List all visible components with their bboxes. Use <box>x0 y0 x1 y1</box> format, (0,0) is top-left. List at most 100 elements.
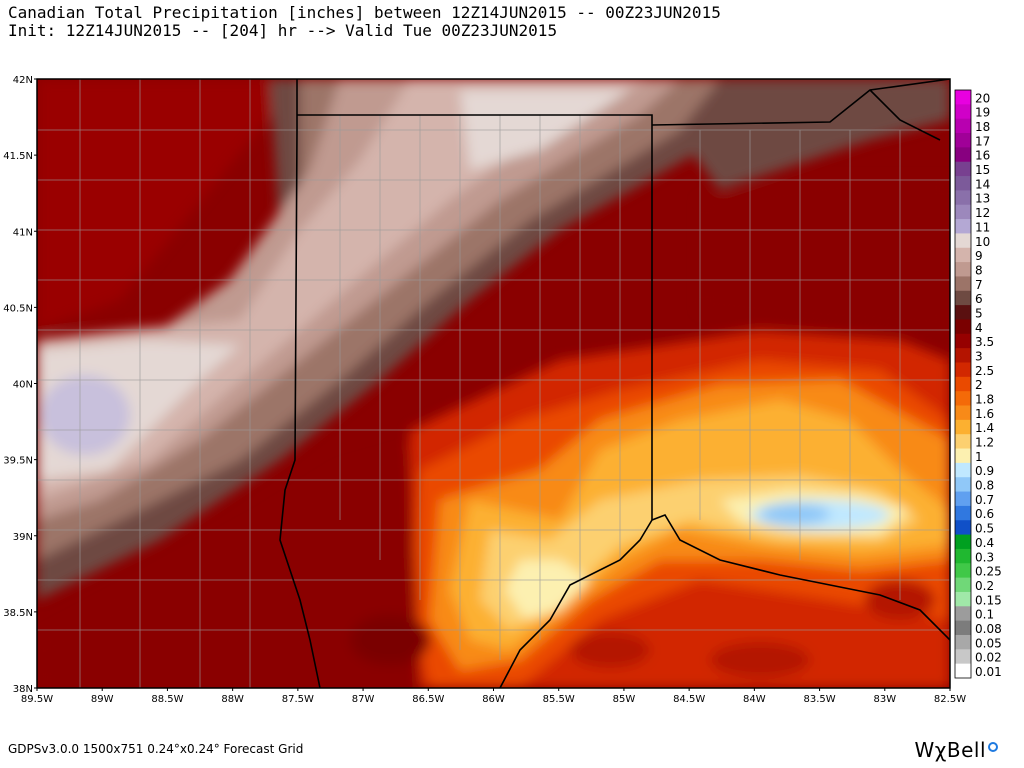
legend-swatch <box>955 262 971 277</box>
lon-tick-label: 88W <box>221 694 244 705</box>
lat-tick-label: 39N <box>13 532 33 543</box>
lat-tick-label: 39.5N <box>3 456 33 467</box>
legend-swatch <box>955 90 971 105</box>
legend-swatch <box>955 591 971 607</box>
lon-tick-label: 83.5W <box>803 694 835 705</box>
legend-label: 1.4 <box>975 421 994 435</box>
legend-label: 20 <box>975 91 990 105</box>
legend-label: 0.7 <box>975 493 994 507</box>
precipitation-field <box>37 79 950 688</box>
lat-tick-label: 42N <box>13 75 33 86</box>
legend-label: 0.8 <box>975 479 994 493</box>
legend-swatch <box>955 520 971 536</box>
lon-tick-label: 87W <box>352 694 375 705</box>
legend-label: 0.05 <box>975 636 1002 650</box>
legend-label: 11 <box>975 220 990 234</box>
legend-swatch <box>955 477 971 493</box>
legend-swatch <box>955 505 971 521</box>
legend-label: 4 <box>975 321 983 335</box>
legend-swatch <box>955 563 971 579</box>
logo-dot-icon <box>988 742 998 752</box>
legend-label: 5 <box>975 306 983 320</box>
legend-swatch <box>955 534 971 550</box>
legend-swatch <box>955 190 971 206</box>
legend-swatch <box>955 333 971 349</box>
legend-label: 3.5 <box>975 335 994 349</box>
lon-tick-label: 83W <box>873 694 896 705</box>
legend-label: 0.01 <box>975 665 1002 679</box>
map-title: Canadian Total Precipitation [inches] be… <box>8 4 721 40</box>
legend-label: 19 <box>975 106 990 120</box>
lat-tick-label: 40.5N <box>3 303 33 314</box>
legend-label: 14 <box>975 177 990 191</box>
legend-label: 17 <box>975 134 990 148</box>
legend-swatch <box>955 405 971 421</box>
lat-tick-label: 41N <box>13 227 33 238</box>
latitude-axis: 42N 41.5N 41N 40.5N 40N 39.5N 39N 38.5N 38N <box>3 75 37 695</box>
legend-swatch <box>955 176 971 191</box>
lat-tick-label: 38N <box>13 684 33 695</box>
legend-label: 0.9 <box>975 464 994 478</box>
lon-tick-label: 89.5W <box>21 694 53 705</box>
legend-swatch <box>955 606 971 622</box>
legend-label: 0.4 <box>975 536 994 550</box>
lon-tick-label: 85.5W <box>543 694 575 705</box>
legend-swatch <box>955 104 971 120</box>
legend-swatch <box>955 577 971 593</box>
lon-tick-label: 87.5W <box>282 694 314 705</box>
legend-swatch <box>955 233 971 249</box>
legend-label: 0.2 <box>975 579 994 593</box>
legend-swatch <box>955 462 971 478</box>
legend-label: 0.25 <box>975 565 1002 579</box>
legend-swatch <box>955 362 971 378</box>
legend-label: 6 <box>975 292 983 306</box>
legend-label: 1.6 <box>975 407 994 421</box>
legend-label: 2 <box>975 378 983 392</box>
legend-swatch <box>955 620 971 636</box>
color-legend: 20191817161514131211109876543.532.521.81… <box>954 89 1002 679</box>
legend-swatch <box>955 448 971 464</box>
legend-label: 8 <box>975 263 983 277</box>
legend-swatch <box>955 147 971 163</box>
legend-label: 7 <box>975 278 983 292</box>
legend-swatch <box>955 391 971 407</box>
legend-label: 13 <box>975 192 990 206</box>
legend-label: 1.2 <box>975 436 994 450</box>
lon-tick-label: 88.5W <box>151 694 183 705</box>
legend-label: 16 <box>975 149 990 163</box>
brand-logo: WχBell <box>915 738 998 762</box>
title-line-1: Canadian Total Precipitation [inches] be… <box>8 3 721 22</box>
legend-swatch <box>955 276 971 292</box>
legend-label: 0.6 <box>975 507 994 521</box>
legend-swatch <box>955 247 971 263</box>
legend-label: 18 <box>975 120 990 134</box>
legend-swatch <box>955 434 971 450</box>
legend-label: 1.8 <box>975 393 994 407</box>
grid-info: GDPSv3.0.0 1500x751 0.24°x0.24° Forecast… <box>8 742 304 756</box>
legend-swatch <box>955 305 971 320</box>
legend-label: 15 <box>975 163 990 177</box>
legend-swatch <box>955 649 971 665</box>
legend-swatch <box>955 419 971 435</box>
legend-label: 0.08 <box>975 622 1002 636</box>
lon-tick-label: 84.5W <box>673 694 705 705</box>
legend-swatch <box>955 161 971 177</box>
legend-label: 0.15 <box>975 593 1002 607</box>
lat-tick-label: 38.5N <box>3 608 33 619</box>
lon-tick-label: 85W <box>613 694 636 705</box>
legend-label: 0.1 <box>975 608 994 622</box>
longitude-axis: 89.5W 89W 88.5W 88W 87.5W 87W 86.5W 86W 85.5W 85W… <box>21 688 966 705</box>
legend-swatch <box>955 290 971 306</box>
legend-swatch <box>955 634 971 650</box>
legend-swatch <box>955 118 971 134</box>
legend-label: 2.5 <box>975 364 994 378</box>
legend-swatch <box>955 133 971 148</box>
legend-label: 0.3 <box>975 550 994 564</box>
legend-swatch <box>955 348 971 363</box>
legend-frame <box>954 89 972 679</box>
legend-swatch <box>955 663 971 679</box>
lon-tick-label: 89W <box>91 694 114 705</box>
lat-tick-label: 40N <box>13 380 33 391</box>
legend-swatch <box>955 204 971 220</box>
